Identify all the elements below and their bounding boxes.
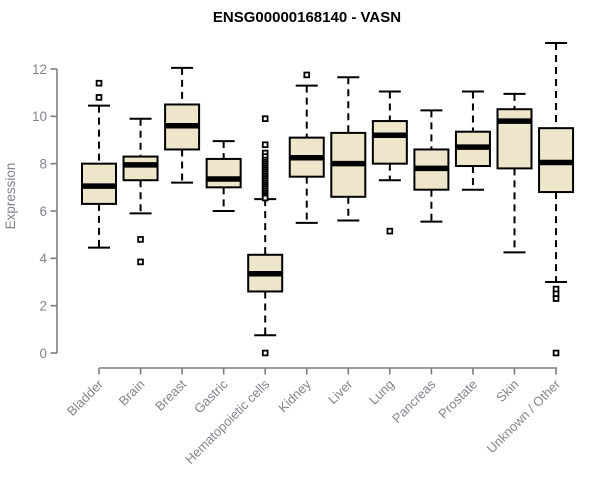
y-tick-label: 10 <box>32 109 47 124</box>
outlier-point <box>552 349 560 357</box>
x-tick-label: Brain <box>116 377 148 409</box>
x-tick-label: Liver <box>325 376 356 407</box>
boxplot-liver <box>330 76 367 222</box>
x-tick-label: Skin <box>493 377 521 405</box>
chart-title: ENSG00000168140 - VASN <box>213 9 401 26</box>
x-tick-label: Kidney <box>275 376 314 415</box>
y-tick-label: 0 <box>39 346 47 361</box>
boxplot-gastric <box>205 140 242 212</box>
iqr-box <box>371 120 408 165</box>
outlier-point <box>137 258 144 266</box>
x-tick-label: Pancreas <box>389 376 439 426</box>
y-tick-label: 4 <box>39 251 47 266</box>
y-tick-label: 2 <box>39 298 47 313</box>
y-axis-label: Expression <box>3 163 18 230</box>
iqr-box <box>122 155 159 182</box>
boxplot-breast <box>164 66 201 184</box>
x-tick-label: Gastric <box>191 376 231 416</box>
boxplot-skin <box>496 92 533 254</box>
outlier-point <box>261 141 269 149</box>
outlier-point <box>261 115 269 122</box>
boxplot-lung <box>371 90 408 235</box>
outlier-point <box>552 295 560 302</box>
boxplot-pancreas <box>413 109 450 223</box>
y-tick-label: 8 <box>39 156 47 171</box>
iqr-box <box>496 108 533 170</box>
boxplot-prostate <box>454 90 491 191</box>
outlier-point <box>386 227 394 235</box>
outlier-point <box>261 349 269 357</box>
outlier-point <box>95 94 103 101</box>
x-tick-label: Prostate <box>435 377 480 422</box>
outlier-point <box>137 236 144 243</box>
boxplot-kidney <box>288 71 325 224</box>
boxplot-bladder <box>81 79 117 249</box>
boxplot-unknown-other <box>538 41 575 357</box>
outlier-point <box>303 71 311 79</box>
x-tick-label: Breast <box>152 376 189 413</box>
outlier-point <box>95 79 103 87</box>
iqr-box <box>205 157 242 189</box>
boxplot-brain <box>122 117 159 266</box>
y-tick-label: 6 <box>39 204 47 219</box>
outlier-point <box>261 194 269 202</box>
x-tick-label: Lung <box>366 377 397 408</box>
boxplot-hematopoietic-cells <box>247 115 284 357</box>
y-tick-label: 12 <box>32 62 47 77</box>
x-tick-label: Bladder <box>64 376 107 419</box>
x-tick-label: Unknown / Other <box>484 376 564 456</box>
